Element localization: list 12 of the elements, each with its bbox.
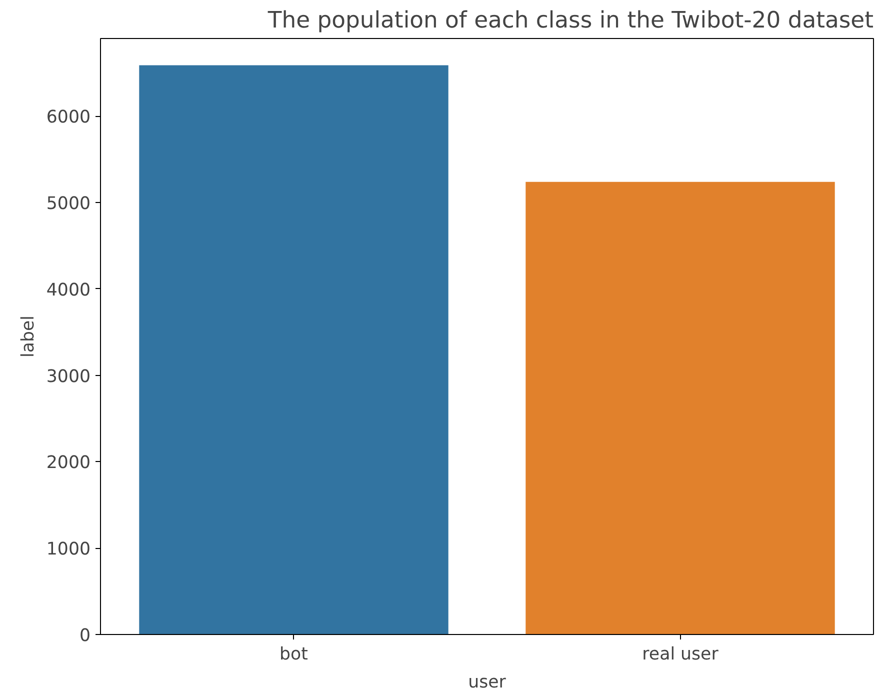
x-tick-label: real user xyxy=(642,644,720,664)
y-axis-title: label xyxy=(18,316,38,358)
y-tick-label: 5000 xyxy=(46,194,91,214)
x-axis-title: user xyxy=(468,672,507,692)
y-tick-label: 1000 xyxy=(46,540,91,560)
x-tick-label: bot xyxy=(280,644,308,664)
y-tick-label: 6000 xyxy=(46,108,91,128)
y-tick-label: 0 xyxy=(79,626,91,646)
y-tick-label: 2000 xyxy=(46,453,91,474)
chart-title: The population of each class in the Twibot-20 dataset xyxy=(266,8,874,34)
y-tick-label: 3000 xyxy=(46,366,91,387)
y-tick-label: 4000 xyxy=(46,280,91,300)
